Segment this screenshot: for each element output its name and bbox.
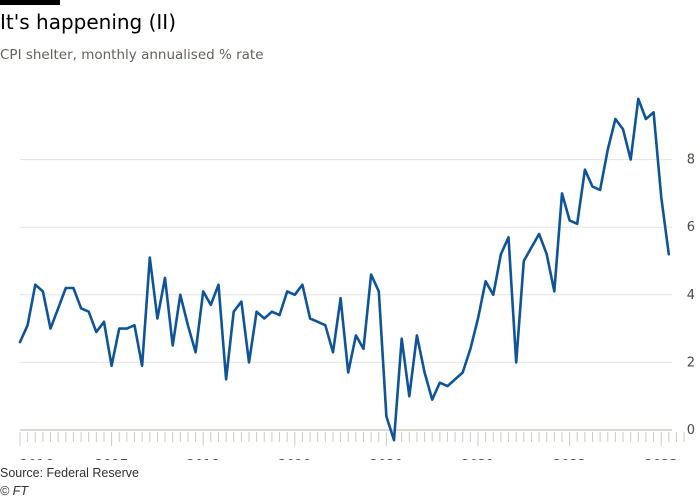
x-tick-label: 2021 — [461, 458, 494, 460]
y-tick-label: 4 — [687, 288, 695, 303]
y-tick-label: 2 — [687, 355, 695, 370]
chart-title: It's happening (II) — [0, 10, 177, 34]
series-line — [18, 97, 671, 442]
x-tick-label: 2019 — [278, 458, 311, 460]
x-tick-label: 2018 — [187, 458, 220, 460]
chart-subtitle: CPI shelter, monthly annualised % rate — [0, 47, 264, 63]
chart-plot: 0 2 4 6 8 2016 2017 2018 2019 2020 2021 2022 2023 — [18, 97, 695, 460]
x-tick-label: 2020 — [370, 458, 403, 460]
y-tick-label: 8 — [687, 153, 695, 168]
ft-topbar — [0, 0, 60, 5]
ft-logo: © FT — [0, 484, 28, 498]
x-tick-label: 2017 — [95, 458, 128, 460]
x-tick-label: 2022 — [553, 458, 586, 460]
source-note: Source: Federal Reserve — [0, 466, 139, 480]
y-tick-label: 6 — [687, 220, 695, 235]
x-tick-label: 2023 — [645, 458, 678, 460]
y-tick-label: 0 — [687, 423, 695, 438]
x-tick-label: 2016 — [20, 458, 53, 460]
